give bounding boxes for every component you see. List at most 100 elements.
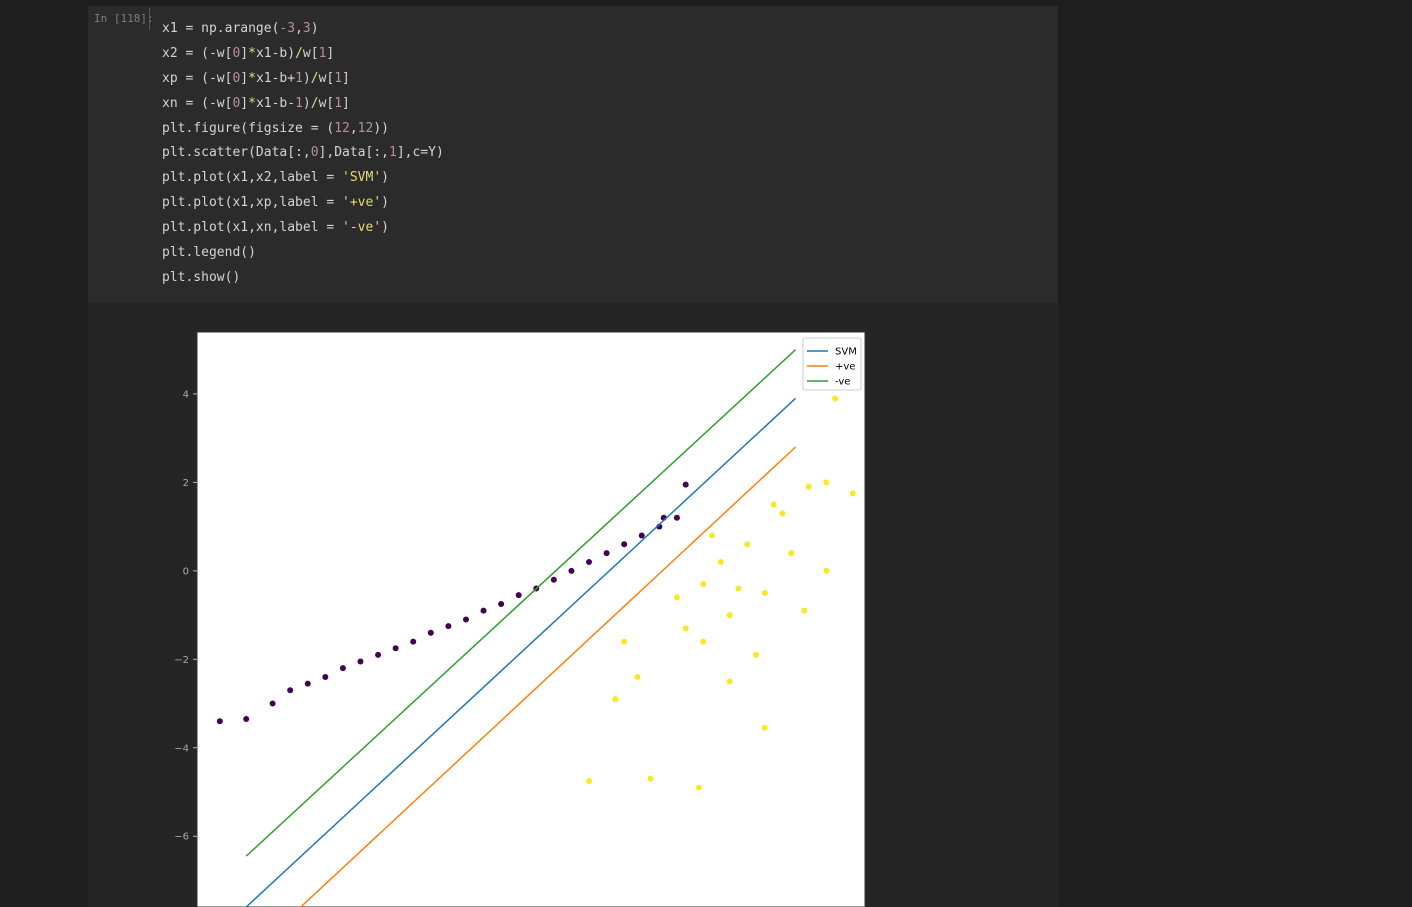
scatter-point (753, 651, 760, 658)
scatter-point (823, 479, 830, 486)
scatter-point (410, 638, 417, 645)
code-token: ) (302, 70, 311, 86)
scatter-point (801, 607, 808, 614)
code-token: xn = (-w[ (162, 95, 233, 111)
code-token: 1 (334, 95, 343, 111)
y-tick-label: −6 (174, 832, 189, 843)
code-token: xp = (-w[ (162, 70, 233, 86)
code-token: w[ (302, 45, 319, 61)
y-tick-label: −4 (174, 743, 189, 754)
code-token: ],Data[:, (318, 145, 389, 161)
code-token: ] (342, 70, 350, 86)
code-line: plt.plot(x1,xp,label = '+ve') (162, 191, 444, 216)
code-token: ) (381, 170, 389, 186)
code-line: plt.legend() (162, 241, 444, 266)
scatter-point (673, 594, 680, 601)
scatter-point (586, 777, 593, 784)
scatter-point (621, 638, 628, 645)
scatter-point (498, 601, 505, 608)
code-token: / (310, 70, 319, 86)
code-token: 1 (389, 145, 397, 161)
code-token: )) (373, 120, 389, 136)
series-line-SVM (245, 397, 797, 907)
code-token: ) (310, 21, 319, 36)
code-token: ] (240, 95, 249, 111)
scatter-point (515, 592, 522, 599)
y-tick-label: 4 (183, 389, 189, 400)
y-tick-label: −2 (174, 655, 189, 666)
code-token: 12 (334, 120, 350, 136)
scatter-point (700, 581, 707, 588)
scatter-point (673, 514, 680, 521)
code-token: 1 (295, 70, 303, 86)
code-token: 0 (232, 95, 241, 111)
legend: SVM +ve -ve (802, 337, 862, 391)
code-line: plt.plot(x1,xn,label = '-ve') (162, 216, 444, 241)
scatter-point (392, 645, 399, 652)
scatter-point (550, 576, 557, 583)
code-token: ] (240, 70, 249, 86)
code-token: / (310, 95, 319, 111)
scatter-point (375, 651, 382, 658)
code-token: plt.plot(x1,x2,label = (162, 170, 343, 186)
code-token: x1-b+ (255, 70, 296, 86)
scatter-point (709, 532, 716, 539)
scatter-point (788, 550, 795, 557)
scatter-point (832, 395, 839, 402)
y-tick-label: 0 (183, 566, 189, 577)
code-token: '-ve' (342, 220, 382, 236)
scatter-point (761, 589, 768, 596)
notebook: In [118]: x1 = np.arange(-3,3) x2 = (-w[0… (88, 6, 1058, 907)
code-line: x1 = np.arange(-3,3) (162, 17, 444, 42)
scatter-point (682, 481, 689, 488)
scatter-point (682, 625, 689, 632)
code-token: 1 (334, 70, 343, 86)
code-token: plt.legend() (162, 245, 256, 261)
code-token: plt.show() (162, 269, 241, 285)
scatter-point (761, 724, 768, 731)
scatter-point (586, 559, 593, 565)
code-line: plt.figure(figsize = (12,12)) (162, 117, 444, 142)
code-cell[interactable]: In [118]: x1 = np.arange(-3,3) x2 = (-w[0… (88, 6, 1058, 303)
legend-label: +ve (835, 362, 855, 373)
scatter-point (726, 612, 733, 619)
code-token: 0 (232, 45, 241, 61)
plot-area (196, 331, 866, 907)
code-token: 1 (295, 95, 303, 111)
scatter-point (805, 483, 812, 490)
code-token: ] (240, 45, 249, 61)
scatter-point (216, 718, 223, 725)
code-token: 0 (310, 145, 319, 161)
code-token: w[ (318, 95, 335, 111)
code-line: xn = (-w[0]*x1-b-1)/w[1] (162, 92, 444, 117)
code-token: plt.figure(figsize = ( (162, 120, 335, 136)
code-editor[interactable]: x1 = np.arange(-3,3) x2 = (-w[0]*x1-b)/w[… (162, 17, 444, 291)
code-token: x1 = np.arange( (162, 21, 280, 36)
series-line--ve (245, 349, 797, 857)
scatter-point (427, 629, 434, 636)
code-token: ],c=Y) (396, 145, 444, 161)
code-token: ) (302, 95, 311, 111)
scatter-point (779, 510, 786, 517)
series-line-+ve (300, 446, 797, 907)
scatter-point (603, 550, 610, 557)
scatter-point (770, 501, 777, 508)
code-token: x1-b- (255, 95, 296, 111)
scatter-point (304, 680, 311, 687)
legend-label: SVM (835, 347, 857, 358)
code-token: ] (342, 95, 350, 111)
scatter-point (480, 607, 487, 614)
scatter-point (634, 674, 641, 680)
code-token: 12 (357, 120, 374, 136)
y-tick-label: 2 (183, 478, 189, 489)
code-token: / (295, 45, 303, 61)
code-token: 3 (302, 21, 311, 36)
code-token: * (248, 45, 256, 61)
prompt-divider (149, 8, 150, 30)
scatter-point (735, 585, 742, 592)
code-token: plt.plot(x1,xp,label = (162, 195, 343, 211)
code-token: -3 (279, 21, 296, 36)
scatter-point (462, 616, 469, 623)
scatter-point (445, 623, 452, 630)
scatter-point (647, 775, 654, 782)
